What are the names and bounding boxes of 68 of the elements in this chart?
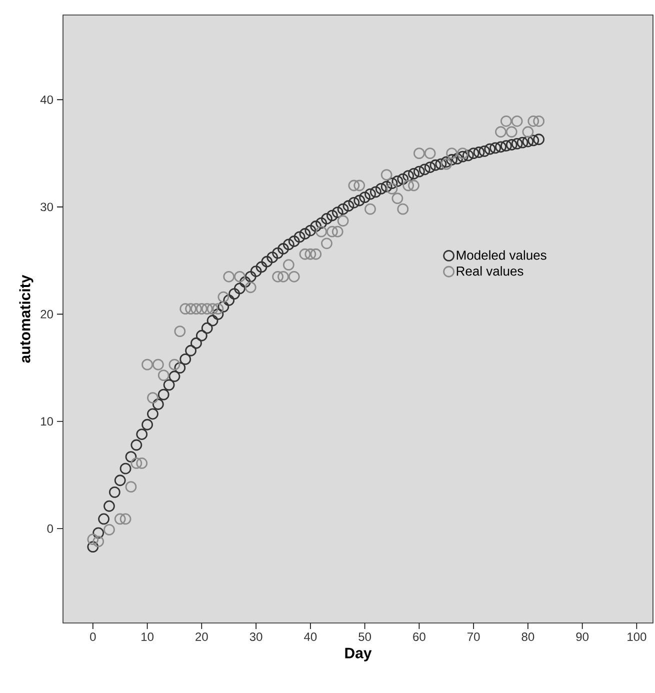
point (282, 259, 294, 271)
point (413, 148, 425, 160)
point (201, 303, 213, 315)
point (495, 126, 506, 138)
legend-label: Modeled values (456, 250, 546, 260)
point (397, 203, 409, 215)
point (114, 513, 126, 525)
point (147, 392, 158, 404)
point (304, 248, 316, 260)
point (136, 458, 148, 469)
point (244, 282, 256, 294)
point (522, 126, 534, 138)
point (196, 303, 208, 315)
x-tick-label: 20 (196, 632, 208, 642)
point (158, 370, 170, 381)
point (180, 303, 192, 315)
point (130, 458, 142, 469)
x-tick-label: 60 (413, 632, 426, 642)
x-tick-label: 90 (576, 632, 589, 642)
y-tick-label: 30 (40, 202, 54, 212)
point (223, 270, 235, 282)
point (380, 169, 392, 180)
y-tick-label: 20 (40, 310, 54, 318)
point (511, 115, 523, 127)
x-tick-label: 0 (90, 632, 96, 642)
legend-label: Real values (456, 266, 524, 276)
point (174, 326, 186, 338)
point (364, 203, 376, 215)
point (506, 126, 518, 138)
point (337, 215, 349, 227)
point (310, 248, 322, 260)
point (326, 226, 338, 238)
point (272, 270, 284, 282)
x-tick-label: 50 (358, 632, 372, 642)
y-tick-label: 10 (41, 417, 54, 426)
point (348, 180, 360, 192)
point (288, 270, 300, 282)
point (332, 226, 344, 238)
point (500, 115, 512, 127)
point (392, 192, 404, 204)
point (402, 180, 414, 192)
point (299, 248, 311, 260)
point (87, 534, 99, 546)
point (354, 180, 366, 192)
point (104, 524, 115, 536)
point (321, 238, 332, 250)
point (142, 358, 153, 370)
x-tick-label: 70 (467, 632, 480, 642)
x-tick-label: 40 (304, 632, 317, 642)
point (408, 180, 420, 192)
y-tick-label: 0 (47, 524, 54, 533)
point (92, 536, 104, 548)
point (533, 115, 544, 127)
y-tick-label: 40 (40, 95, 54, 104)
point (120, 513, 132, 525)
point (185, 303, 196, 315)
point (278, 270, 289, 282)
point (528, 115, 540, 127)
x-tick-label: 80 (522, 632, 534, 642)
x-axis-title: Day (345, 648, 372, 662)
point (190, 303, 202, 315)
point (424, 148, 436, 160)
x-tick-label: 100 (628, 632, 646, 642)
x-tick-label: 30 (250, 632, 262, 642)
y-axis-title: automaticity (19, 274, 34, 363)
x-tick-label: 10 (142, 632, 154, 642)
point (125, 481, 137, 493)
point (152, 358, 164, 370)
